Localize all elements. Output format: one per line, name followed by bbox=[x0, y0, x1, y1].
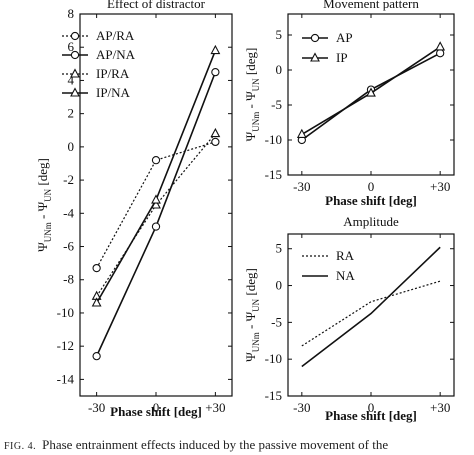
x-tick-label: +30 bbox=[205, 400, 225, 415]
series-line-ap-ra bbox=[96, 141, 216, 269]
y-axis-label-part: [deg] bbox=[243, 268, 258, 299]
x-tick-label: -30 bbox=[293, 400, 310, 415]
chart-effect-of-distractor: Effect of distractor -14 -12 -10 -8 -6 -4 -2 0 2 4… bbox=[35, 0, 233, 419]
x-tick-label: 0 bbox=[153, 400, 160, 415]
x-tick-label: +30 bbox=[430, 179, 450, 194]
legend-marker bbox=[70, 50, 80, 60]
y-axis-label-part: Ψ bbox=[35, 242, 50, 252]
y-tick-label: -12 bbox=[57, 338, 74, 353]
data-point bbox=[91, 297, 102, 307]
data-point bbox=[210, 127, 221, 138]
y-tick-label: 6 bbox=[68, 39, 75, 54]
data-point bbox=[151, 194, 161, 204]
y-tick-label: -14 bbox=[57, 371, 75, 386]
y-tick-label: -8 bbox=[63, 272, 74, 287]
y-axis-label-part: [deg] bbox=[35, 158, 50, 189]
figure-caption: FIG. 4. Phase entrainment effects induced… bbox=[4, 437, 474, 455]
y-tick-label: -6 bbox=[63, 239, 74, 254]
y-tick-label: -2 bbox=[63, 172, 74, 187]
legend-marker bbox=[70, 68, 80, 78]
data-point bbox=[211, 67, 220, 77]
x-axis-label: Phase shift [deg] bbox=[325, 408, 417, 423]
y-tick-label: 2 bbox=[68, 106, 75, 121]
y-axis-label-part: - Ψ bbox=[35, 201, 50, 222]
y-tick-label: -15 bbox=[265, 167, 282, 182]
y-axis-label: ΨUNm - ΨUN [deg] bbox=[243, 268, 261, 362]
chart-amplitude: Amplitude -15 -10 -5 0 5 -30 0 +30 Phase shift [d… bbox=[243, 214, 455, 423]
data-point bbox=[210, 44, 221, 55]
x-tick-label: +30 bbox=[430, 400, 450, 415]
y-tick-label: -10 bbox=[265, 132, 282, 147]
data-point bbox=[92, 351, 101, 361]
y-axis-label-subscript: UN bbox=[251, 78, 261, 91]
data-point bbox=[436, 49, 445, 58]
legend-marker bbox=[310, 52, 320, 62]
chart-movement-pattern: Movement pattern -15 -10 -5 0 5 -30 0 +30 Phase s… bbox=[243, 0, 455, 208]
data-point bbox=[211, 137, 220, 147]
legend-label: RA bbox=[336, 248, 355, 263]
series-line-na bbox=[301, 246, 441, 368]
y-tick-label: -10 bbox=[57, 305, 74, 320]
y-axis-label-part: - Ψ bbox=[243, 311, 258, 332]
y-tick-label: 4 bbox=[68, 72, 75, 87]
legend-label: IP/NA bbox=[96, 85, 131, 100]
data-point bbox=[151, 156, 161, 165]
legend-label: IP bbox=[336, 50, 348, 65]
chart-title: Effect of distractor bbox=[107, 0, 206, 11]
y-tick-label: -15 bbox=[265, 388, 282, 403]
x-axis-label: Phase shift [deg] bbox=[110, 404, 202, 419]
legend-label: AP/RA bbox=[96, 28, 135, 43]
x-tick-label: 0 bbox=[368, 179, 375, 194]
legend-label: AP bbox=[336, 30, 353, 45]
x-tick-label: -30 bbox=[88, 400, 105, 415]
y-axis-label-part: Ψ bbox=[243, 131, 258, 141]
data-point bbox=[92, 263, 101, 273]
legend-marker bbox=[70, 31, 80, 41]
y-tick-label: -5 bbox=[271, 97, 282, 112]
y-tick-label: -5 bbox=[271, 314, 282, 329]
chart-title: Amplitude bbox=[343, 214, 399, 229]
y-tick-label: 0 bbox=[68, 139, 75, 154]
y-axis-label-subscript: UNm bbox=[43, 222, 53, 242]
caption-label: FIG. 4. bbox=[4, 441, 37, 452]
legend-label: IP/RA bbox=[96, 66, 130, 81]
y-axis-label-subscript: UNm bbox=[251, 332, 261, 352]
y-tick-label: 8 bbox=[68, 6, 75, 21]
caption-text: Phase entrainment effects induced by the… bbox=[42, 437, 389, 452]
legend-label: AP/NA bbox=[96, 47, 136, 62]
x-tick-label: 0 bbox=[368, 400, 375, 415]
y-tick-label: -4 bbox=[63, 205, 74, 220]
y-tick-label: 0 bbox=[276, 62, 283, 77]
y-axis-label-part: - Ψ bbox=[243, 91, 258, 112]
legend-label: NA bbox=[336, 268, 355, 283]
data-point bbox=[366, 87, 376, 97]
x-axis-label: Phase shift [deg] bbox=[325, 193, 417, 208]
figure-canvas: Effect of distractor -14 -12 -10 -8 -6 -4 -2 0 2 4… bbox=[35, 0, 455, 423]
x-tick-label: -30 bbox=[293, 179, 310, 194]
legend-marker bbox=[70, 87, 80, 97]
y-tick-label: -10 bbox=[265, 351, 282, 366]
y-axis-label: ΨUNm - ΨUN [deg] bbox=[35, 158, 53, 252]
data-point bbox=[435, 41, 446, 51]
series-line-ap-na bbox=[95, 71, 217, 357]
y-tick-label: 0 bbox=[276, 278, 283, 293]
y-axis-label-subscript: UN bbox=[251, 298, 261, 311]
y-tick-label: 5 bbox=[276, 241, 283, 256]
chart-title: Movement pattern bbox=[323, 0, 419, 11]
data-point bbox=[296, 128, 307, 138]
y-axis-label-subscript: UNm bbox=[251, 112, 261, 132]
y-axis-label-part: Ψ bbox=[243, 352, 258, 362]
y-axis-label: ΨUNm - ΨUN [deg] bbox=[243, 48, 261, 142]
data-point bbox=[151, 222, 161, 231]
y-axis-label-subscript: UN bbox=[43, 188, 53, 201]
y-tick-label: 5 bbox=[276, 27, 283, 42]
legend-marker bbox=[310, 33, 320, 43]
y-axis-label-part: [deg] bbox=[243, 48, 258, 79]
